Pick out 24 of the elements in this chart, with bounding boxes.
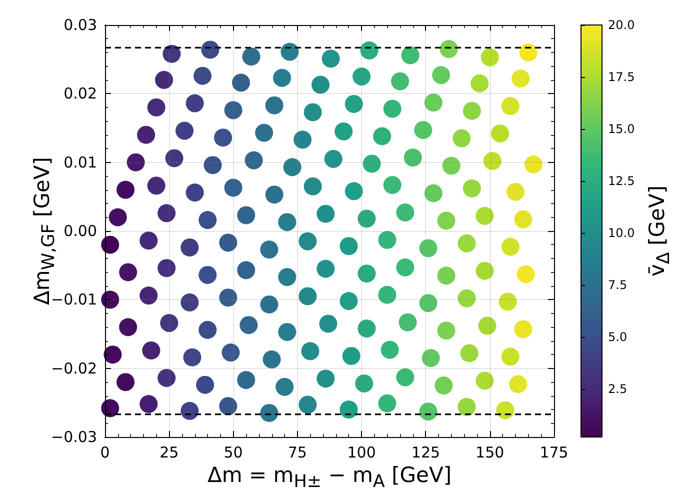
y-tick-label: 0.01 bbox=[64, 153, 97, 172]
y-tick-label: 0.03 bbox=[64, 16, 97, 34]
x-tick-label: 100 bbox=[347, 444, 376, 462]
y-tick-label: −0.03 bbox=[51, 428, 97, 446]
x-tick-label: 175 bbox=[540, 444, 568, 462]
color-bar-label: 7.5 bbox=[608, 278, 628, 292]
color-bar-label: 20.0 bbox=[608, 18, 635, 32]
x-tick-label: 50 bbox=[224, 444, 243, 462]
y-tick-label: −0.01 bbox=[51, 290, 97, 309]
x-axis-title: Δm = m$_{H±}$ − m$_{A}$ [GeV] bbox=[207, 462, 452, 492]
x-tick-label: 25 bbox=[160, 444, 179, 462]
x-tick-label: 125 bbox=[411, 444, 440, 462]
x-tick-label: 75 bbox=[288, 444, 307, 462]
x-tick-label: 0 bbox=[100, 444, 110, 462]
y-tick-label: 0.00 bbox=[64, 222, 97, 240]
color-bar-label: 15.0 bbox=[608, 122, 635, 136]
x-tick-label: 150 bbox=[476, 444, 504, 462]
color-bar-label: 12.5 bbox=[608, 174, 635, 188]
color-bar-label: 5.0 bbox=[608, 330, 628, 344]
y-tick-label: −0.02 bbox=[51, 359, 97, 378]
color-bar-label: 10.0 bbox=[608, 226, 635, 240]
color-bar-label: 2.5 bbox=[608, 382, 628, 396]
color-bar-label: 17.5 bbox=[608, 70, 635, 84]
y-tick-label: 0.02 bbox=[64, 84, 97, 103]
